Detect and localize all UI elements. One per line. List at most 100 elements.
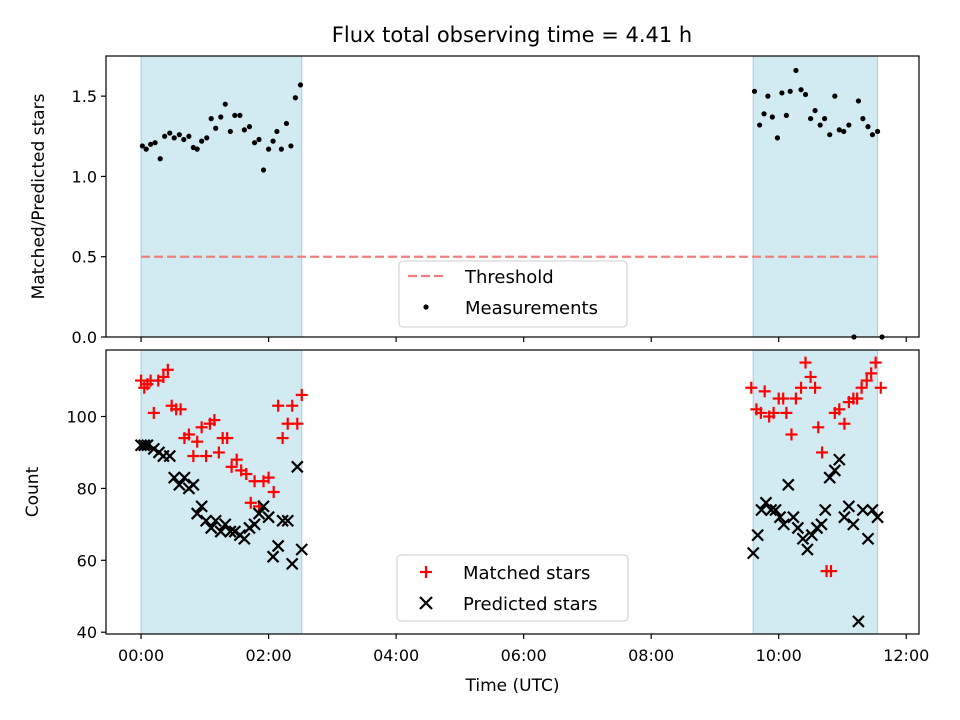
measurement-point [222, 101, 228, 107]
y-tick-label: 0.5 [72, 248, 97, 267]
measurement-point [148, 141, 154, 147]
bottom-y-axis-label: Count [23, 466, 43, 517]
predicted-stars-point [782, 478, 795, 492]
measurement-point [246, 124, 253, 130]
predicted-stars-point [791, 521, 805, 535]
predicted-stars-point [137, 438, 151, 452]
measurement-point [832, 93, 838, 99]
measurement-point [157, 156, 163, 162]
chart-title: Flux total observing time = 4.41 h [332, 23, 692, 47]
measurement-point [270, 138, 276, 144]
predicted-stars-point [823, 471, 837, 484]
measurement-point [241, 127, 247, 133]
measurement-point [793, 67, 799, 74]
predicted-stars-point [218, 518, 232, 531]
y-tick-label: 80 [77, 479, 97, 498]
matched-stars-point [244, 496, 257, 509]
matched-stars-point [833, 403, 846, 416]
bottom-panel: 40 60 80 100 00:00 02:00 04:00 06:00 08:00 10:00… [23, 349, 929, 696]
measurement-point [256, 136, 262, 143]
matched-stars-point [825, 565, 838, 578]
predicted-stars-point [769, 503, 782, 517]
measurement-point [292, 95, 298, 101]
matched-stars-point [262, 471, 275, 484]
top-x-ticks [140, 337, 907, 342]
predicted-stars-point [866, 503, 879, 517]
x-tick-label: 04:00 [373, 646, 419, 665]
measurement-point [812, 107, 818, 114]
measurement-point [227, 128, 233, 135]
predicted-stars-point [281, 514, 295, 528]
matched-stars-point [295, 388, 308, 401]
predicted-stars-point [257, 500, 270, 513]
predicted-stars-point [238, 532, 251, 546]
matched-stars-point [182, 428, 195, 441]
measurement-point [846, 122, 852, 128]
y-tick-label: 40 [77, 623, 97, 642]
measurement-point [808, 116, 814, 122]
matched-stars-point [865, 367, 878, 380]
predicted-stars-point [209, 514, 222, 528]
matched-stars-point [161, 363, 174, 376]
measurement-point [218, 114, 224, 120]
predicted-stars-point [187, 478, 200, 492]
predicted-stars-points [134, 438, 884, 628]
x-tick-label: 10:00 [756, 646, 802, 665]
top-measurements-points [139, 67, 885, 340]
matched-stars-point [780, 406, 793, 419]
matched-stars-point [230, 453, 243, 466]
predicted-stars-point [801, 543, 814, 556]
measurement-point [251, 140, 258, 146]
predicted-stars-point [818, 503, 832, 517]
matched-stars-point [789, 392, 802, 405]
matched-stars-point [809, 381, 822, 394]
predicted-stars-point [861, 532, 875, 546]
predicted-stars-point [199, 514, 213, 528]
measurement-point [817, 122, 823, 128]
matched-stars-point [200, 450, 213, 463]
x-axis-label: Time (UTC) [465, 676, 560, 696]
measurement-point [199, 138, 205, 144]
top-legend: Threshold Measurements [398, 260, 628, 328]
predicted-stars-point [163, 449, 177, 463]
predicted-stars-point [167, 471, 181, 484]
bottom-y-ticks: 40 60 80 100 [66, 408, 106, 642]
measurement-point [765, 93, 771, 99]
predicted-stars-point [828, 464, 842, 477]
measurement-point [756, 122, 763, 128]
matched-stars-point [147, 406, 160, 419]
predicted-stars-point [777, 518, 791, 531]
y-tick-label: 100 [66, 408, 97, 427]
top-axes-frame [105, 55, 920, 338]
measurement-point [874, 128, 881, 135]
y-tick-label: 0.0 [72, 328, 97, 347]
predicted-stars-point [764, 503, 778, 517]
matched-stars-legend-label: Matched stars [463, 563, 590, 584]
measurement-point [171, 135, 177, 141]
predicted-stars-point [248, 518, 261, 531]
measurement-point [181, 136, 187, 143]
matched-stars-point [767, 406, 780, 419]
measurement-point [822, 116, 828, 122]
predicted-stars-point [755, 503, 768, 517]
matched-stars-point [221, 432, 234, 445]
matched-stars-point [272, 399, 285, 412]
predicted-stars-point [773, 510, 787, 524]
threshold-legend-label: Threshold [464, 267, 554, 288]
matched-stars-point [869, 356, 882, 369]
x-tick-label: 02:00 [246, 646, 292, 665]
bottom-legend-box [396, 554, 629, 622]
measurement-point [162, 133, 168, 139]
matched-stars-point [187, 450, 200, 463]
predicted-stars-point [178, 471, 191, 484]
predicted-stars-point [195, 500, 208, 513]
matched-stars-point [795, 381, 808, 394]
predicted-stars-point [838, 510, 851, 524]
matched-stars-point [195, 421, 208, 434]
measurement-point [865, 124, 871, 130]
predicted-stars-point [796, 532, 810, 546]
matched-stars-point [758, 385, 771, 398]
matched-stars-point [291, 417, 304, 430]
measurement-point [143, 146, 149, 152]
